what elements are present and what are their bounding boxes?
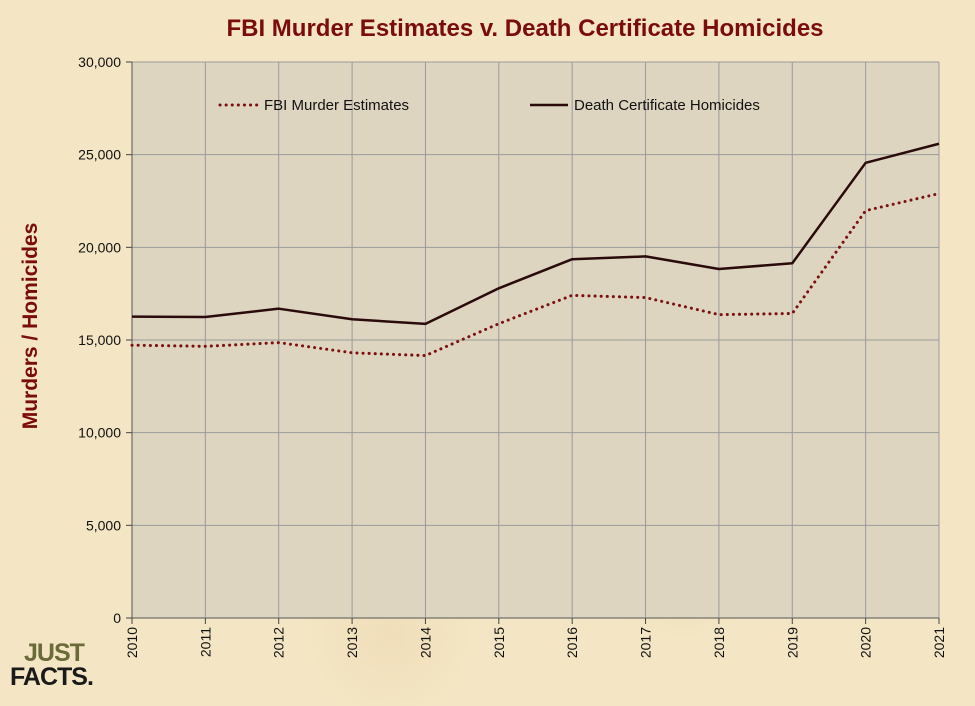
y-axis-ticks: 0 5,000 10,000 15,000 20,000 25,000 30,000	[78, 54, 132, 626]
logo-line-1: JUST	[24, 639, 85, 667]
logo-line-2: FACTS.	[10, 662, 94, 691]
y-tick-label: 20,000	[78, 239, 121, 255]
x-tick-label: 2013	[344, 627, 360, 658]
chart-title: FBI Murder Estimates v. Death Certificat…	[226, 15, 823, 42]
x-tick-label: 2016	[564, 627, 580, 658]
x-tick-label: 2017	[638, 627, 654, 658]
legend: FBI Murder Estimates Death Certificate Ho…	[218, 97, 760, 114]
series-line-1	[130, 192, 941, 358]
y-tick-label: 0	[113, 610, 121, 626]
x-tick-label: 2012	[271, 627, 287, 658]
x-tick-label: 2015	[491, 627, 507, 658]
y-tick-label: 30,000	[78, 54, 121, 70]
x-tick-label: 2020	[858, 627, 874, 658]
series-line-2	[131, 142, 940, 326]
gridlines	[131, 61, 940, 619]
y-axis-label: Murders / Homicides	[19, 223, 42, 430]
x-tick-label: 2018	[711, 627, 727, 658]
x-tick-label: 2010	[124, 627, 140, 658]
just-facts-logo: JUST FACTS.	[10, 639, 100, 698]
y-tick-label: 15,000	[78, 332, 121, 348]
x-tick-label: 2011	[197, 627, 213, 657]
x-tick-label: 2019	[784, 627, 800, 658]
x-tick-label: 2014	[417, 627, 433, 658]
legend-label-2: Death Certificate Homicides	[574, 97, 760, 114]
legend-label-1: FBI Murder Estimates	[264, 97, 409, 114]
x-axis-ticks: 2010 2011 2012 2013 2014 2015 2016 2017 2018 2019…	[124, 618, 947, 658]
y-tick-label: 25,000	[78, 147, 121, 163]
x-tick-label: 2021	[931, 627, 947, 658]
series-lines	[130, 142, 941, 358]
y-tick-label: 10,000	[78, 425, 121, 441]
y-tick-label: 5,000	[86, 517, 121, 533]
